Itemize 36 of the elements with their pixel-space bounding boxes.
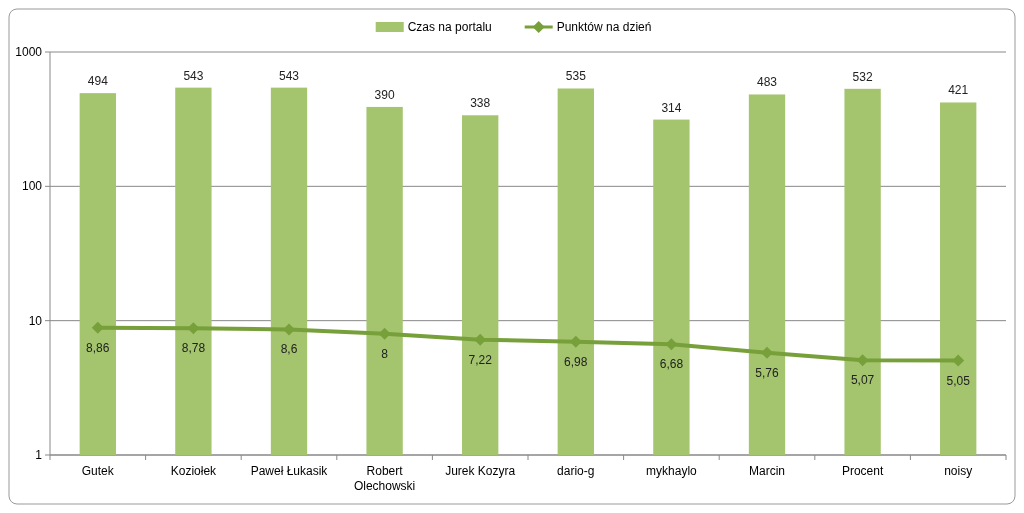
- y-tick-label: 100: [21, 179, 43, 194]
- data-label: 543: [278, 68, 300, 83]
- data-label: 314: [661, 100, 682, 115]
- data-label: 532: [852, 69, 873, 84]
- x-tick-label: Paweł Łukasik: [250, 464, 329, 478]
- data-label: 338: [470, 96, 491, 111]
- data-label: 7,22: [468, 352, 493, 367]
- data-label: 8,86: [86, 340, 110, 355]
- y-tick-label: 1: [35, 448, 43, 462]
- legend-label: Punktów na dzień: [556, 20, 652, 34]
- data-label: 421: [948, 83, 969, 98]
- data-label: 5,05: [946, 373, 971, 388]
- legend-label: Czas na portalu: [407, 20, 492, 34]
- x-tick-label: dario-g: [557, 464, 595, 478]
- x-tick-label: Jurek Kozyra: [445, 464, 516, 478]
- x-tick-label: Gutek: [81, 464, 115, 478]
- data-label: 8,78: [181, 341, 206, 356]
- data-label: 8: [381, 346, 389, 361]
- x-tick-label: Robert Olechowski: [353, 464, 416, 493]
- data-label: 5,07: [850, 373, 875, 388]
- data-label: 543: [183, 68, 204, 83]
- x-tick-label: Procent: [841, 464, 884, 478]
- data-label: 6,98: [564, 354, 588, 369]
- x-tick-label: Marcin: [748, 464, 786, 478]
- data-label: 494: [87, 74, 109, 89]
- data-label: 483: [756, 75, 778, 90]
- x-tick-label: Koziołek: [170, 464, 218, 478]
- data-label: 6,68: [659, 357, 684, 372]
- data-label: 8,6: [280, 342, 298, 357]
- x-tick-label: mykhaylo: [646, 464, 698, 478]
- y-tick-label: 1000: [15, 45, 43, 59]
- data-label: 390: [374, 87, 395, 102]
- x-tick-label: noisy: [944, 464, 973, 478]
- y-tick-label: 10: [28, 313, 43, 328]
- data-label: 5,76: [755, 365, 779, 380]
- data-label: 535: [565, 69, 587, 84]
